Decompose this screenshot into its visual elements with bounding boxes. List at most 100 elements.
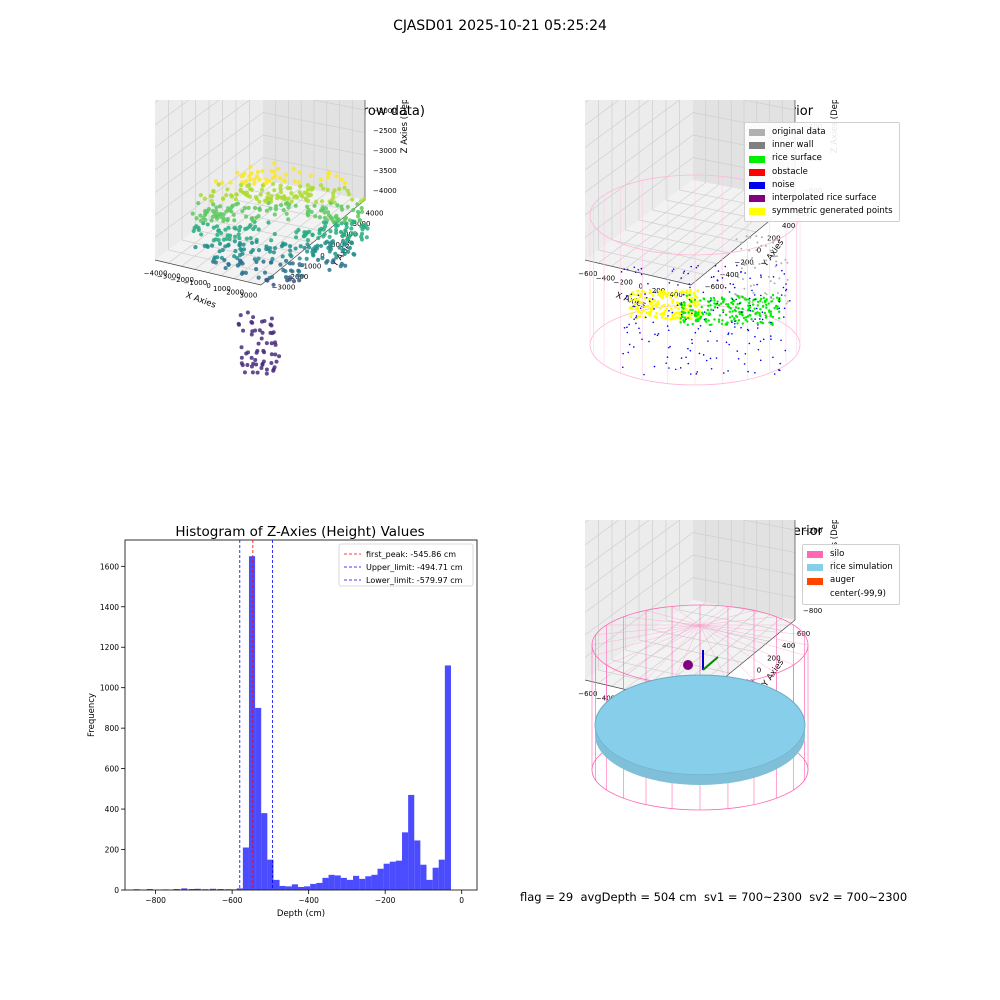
data-point (671, 301, 674, 304)
data-point (635, 316, 637, 319)
data-point (349, 240, 355, 246)
data-point (782, 286, 785, 289)
data-point (699, 317, 702, 320)
legend-entry: symmetric generated points (749, 205, 893, 218)
data-point (239, 174, 244, 179)
histogram-bar (236, 888, 243, 890)
data-point (300, 194, 305, 199)
data-point (654, 333, 656, 336)
data-point (758, 312, 761, 315)
data-point (660, 315, 664, 319)
data-point (288, 186, 293, 191)
silo-wireframe (699, 624, 755, 680)
data-point (268, 330, 273, 335)
data-point (769, 249, 772, 252)
data-point (639, 307, 642, 310)
data-point (296, 273, 301, 278)
data-point (760, 276, 762, 278)
data-point (254, 267, 259, 272)
histogram-bar (444, 665, 451, 890)
data-point (690, 373, 692, 375)
data-point (707, 319, 710, 322)
y-tick-label: 400 (782, 222, 795, 230)
data-point (287, 244, 293, 249)
data-point (649, 302, 653, 306)
x-tick-label: 3000 (239, 291, 257, 299)
data-point (759, 297, 763, 301)
data-point (666, 303, 670, 307)
data-point (752, 320, 755, 322)
data-point (738, 295, 741, 298)
histogram-bar (322, 877, 329, 890)
data-point (710, 367, 713, 370)
data-point (253, 328, 258, 333)
data-point (751, 301, 754, 304)
z-axis-label: Z Axies (Depth) (400, 100, 410, 153)
data-point (345, 204, 350, 209)
histogram-bar (438, 859, 445, 890)
histogram-bar (285, 886, 292, 890)
data-point (297, 269, 302, 274)
data-point (748, 300, 751, 303)
data-point (355, 202, 360, 207)
data-point (780, 339, 782, 342)
data-point (689, 349, 692, 352)
data-point (224, 236, 229, 242)
auger-marker (683, 660, 693, 670)
data-point (334, 255, 339, 260)
data-point (761, 311, 764, 313)
data-point (237, 224, 243, 230)
silo-wireframe (671, 624, 701, 684)
x-axis-label: Depth (cm) (277, 909, 325, 919)
data-point (214, 214, 219, 219)
data-point (767, 302, 770, 305)
silo-wireframe (699, 624, 777, 674)
data-point (677, 284, 679, 286)
data-point (688, 283, 691, 285)
data-point (682, 307, 685, 310)
data-point (709, 304, 712, 307)
data-point (728, 310, 732, 313)
y-axis-line (260, 199, 366, 286)
data-point (785, 288, 788, 291)
silo-wireframe (671, 606, 701, 626)
data-point (753, 307, 756, 310)
data-point (720, 296, 724, 299)
data-point (749, 309, 752, 312)
histogram-legend (338, 543, 474, 587)
data-point (245, 363, 250, 368)
data-point (757, 348, 760, 351)
data-point (779, 362, 782, 365)
data-point (699, 315, 703, 318)
data-point (717, 270, 720, 272)
data-point (271, 330, 276, 335)
histogram-bar (146, 888, 153, 890)
histogram-bar (255, 707, 262, 890)
data-point (291, 278, 297, 284)
data-point (735, 315, 739, 318)
data-point (349, 221, 354, 227)
data-point (285, 278, 290, 283)
data-point (669, 345, 671, 348)
data-point (304, 256, 309, 261)
data-point (256, 247, 262, 253)
data-point (714, 264, 717, 267)
data-point (327, 267, 332, 273)
data-point (648, 300, 651, 303)
histogram-bar (279, 885, 286, 890)
data-point (277, 354, 282, 359)
data-point (306, 245, 312, 250)
data-point (724, 323, 727, 326)
data-point (337, 245, 342, 250)
data-point (769, 335, 772, 337)
data-point (669, 307, 673, 311)
data-point (239, 355, 244, 360)
data-point (205, 222, 210, 227)
y-tick-label: 800 (105, 724, 120, 733)
data-point (216, 182, 221, 187)
data-point (728, 316, 732, 319)
data-point (683, 304, 686, 307)
data-point (350, 197, 355, 202)
data-point (256, 275, 261, 280)
data-point (273, 352, 278, 357)
